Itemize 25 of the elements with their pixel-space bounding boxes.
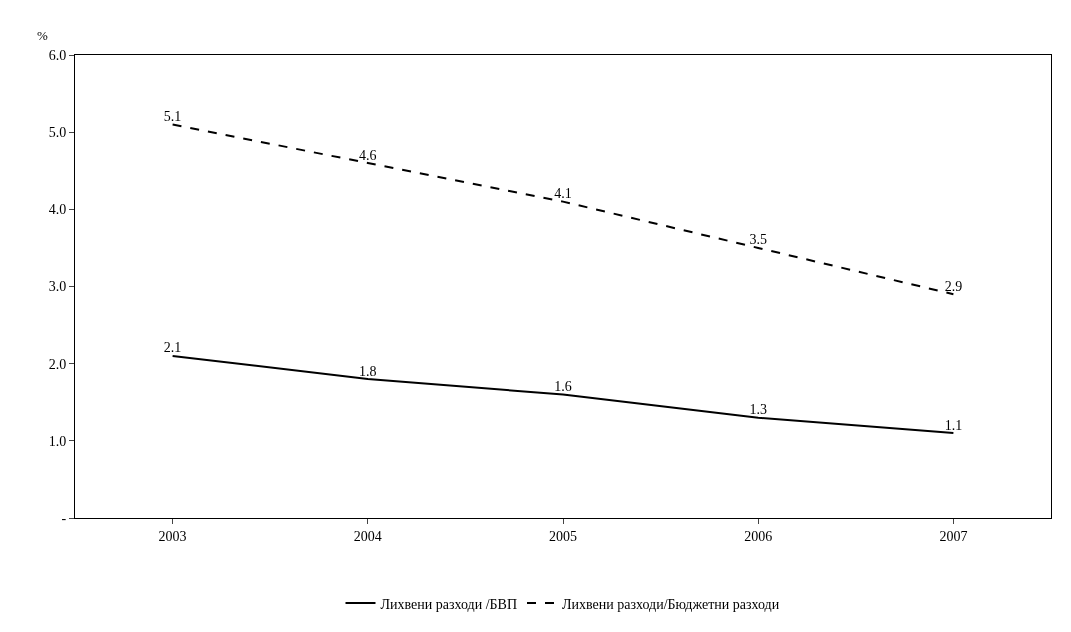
- data-label: 3.5: [749, 232, 767, 248]
- data-label: 1.1: [944, 417, 963, 433]
- y-tick-label: 1.0: [48, 433, 67, 449]
- legend-label: Лихвени разходи /БВП: [380, 596, 518, 612]
- data-label: 2.9: [944, 278, 963, 294]
- x-tick-label: 2006: [744, 528, 773, 544]
- legend-label: Лихвени разходи/Бюджетни разходи: [562, 596, 780, 612]
- x-tick-label: 2003: [158, 528, 187, 544]
- data-label: 1.6: [554, 379, 572, 395]
- x-tick-label: 2004: [353, 528, 382, 544]
- data-label: 2.1: [163, 340, 182, 356]
- y-tick-label: 4.0: [48, 202, 67, 218]
- y-axis-title: %: [37, 28, 48, 43]
- y-tick-label: 2.0: [48, 356, 67, 372]
- data-label: 1.8: [359, 363, 377, 379]
- data-label: 4.1: [554, 186, 572, 202]
- x-tick-label: 2007: [939, 528, 968, 544]
- y-tick-label: 6.0: [48, 47, 67, 63]
- data-label: 4.6: [359, 147, 377, 163]
- y-tick-label: 5.0: [48, 125, 67, 141]
- x-tick-label: 2005: [549, 528, 577, 544]
- y-tick-label: -: [61, 510, 67, 526]
- y-tick-label: 3.0: [48, 279, 67, 295]
- data-label: 1.3: [749, 402, 767, 418]
- data-label: 5.1: [163, 108, 182, 124]
